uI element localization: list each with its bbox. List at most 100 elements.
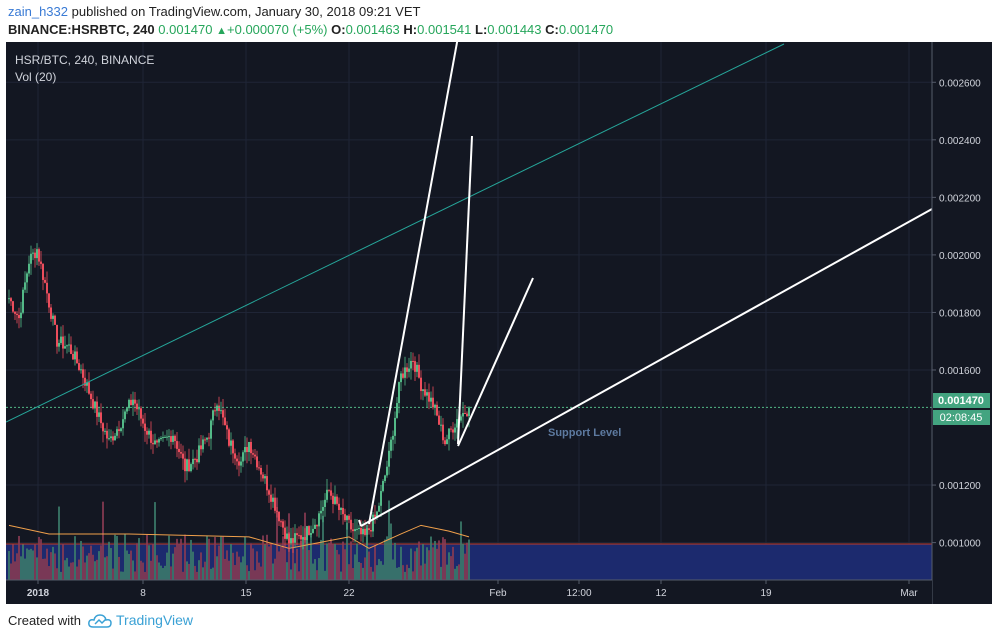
candle-body xyxy=(14,311,16,314)
candle-body xyxy=(274,497,276,511)
candle-body xyxy=(426,392,428,396)
time-axis[interactable] xyxy=(6,580,932,604)
volume-bar xyxy=(80,540,82,580)
fan-line-1[interactable] xyxy=(368,36,459,525)
candle-body xyxy=(174,435,176,442)
volume-bar xyxy=(372,571,374,580)
volume-bar xyxy=(236,551,238,580)
last-price-tag-text: 0.001470 xyxy=(938,395,984,407)
candle-body xyxy=(24,282,26,290)
candle-body xyxy=(320,510,322,514)
candle-body xyxy=(50,307,52,319)
volume-bar xyxy=(36,557,38,580)
volume-bar xyxy=(52,546,54,580)
volume-bar xyxy=(452,546,454,580)
price-axis[interactable] xyxy=(932,42,992,604)
time-tick-label: 2018 xyxy=(27,588,50,599)
volume-bars xyxy=(8,497,470,580)
candle-body xyxy=(58,342,60,347)
volume-ma-line xyxy=(8,524,470,549)
volume-bar xyxy=(238,556,240,580)
candles xyxy=(8,243,470,553)
tradingview-logo[interactable]: TradingView xyxy=(88,612,193,629)
candle-body xyxy=(306,526,308,541)
fan-line-2[interactable] xyxy=(457,135,473,445)
volume-bar xyxy=(166,552,168,580)
volume-bar xyxy=(260,566,262,580)
candle-body xyxy=(454,427,456,433)
volume-bar xyxy=(426,547,428,580)
volume-bar xyxy=(144,571,146,580)
volume-bar xyxy=(302,538,304,580)
candle-body xyxy=(272,497,274,502)
candle-body xyxy=(56,324,58,347)
volume-bar xyxy=(468,539,470,580)
candle-body xyxy=(380,491,382,506)
candle-body xyxy=(198,445,200,463)
volume-bar xyxy=(256,551,258,580)
time-tick-label: 8 xyxy=(140,588,146,599)
volume-bar xyxy=(428,550,430,580)
volume-bar xyxy=(402,565,404,580)
volume-bar xyxy=(44,558,46,580)
symbol-ohlc-line: BINANCE:HSRBTC, 240 0.001470 ▲+0.000070 … xyxy=(8,22,613,37)
high-value: 0.001541 xyxy=(417,22,472,37)
candle-body xyxy=(302,537,304,540)
candle-body xyxy=(438,415,440,425)
channel-trendline[interactable] xyxy=(5,43,785,423)
support-trendline[interactable] xyxy=(360,208,933,527)
volume-bar xyxy=(96,559,98,580)
volume-bar xyxy=(22,544,24,580)
candle-body xyxy=(394,417,396,436)
candle-body xyxy=(74,351,76,360)
volume-bar xyxy=(210,568,212,580)
candle-body xyxy=(242,452,244,462)
price-tick-label: 0.002600 xyxy=(939,78,981,89)
volume-bar xyxy=(404,571,406,580)
author-link[interactable]: zain_h332 xyxy=(8,4,68,19)
chart-footer: Created with TradingView xyxy=(0,604,1000,637)
close-label: C: xyxy=(545,22,559,37)
chart-area[interactable]: Support Level HSR/BTC, 240, BINANCE Vol … xyxy=(5,36,992,604)
volume-bar xyxy=(232,552,234,580)
volume-bar xyxy=(348,564,350,580)
candle-body xyxy=(376,511,378,517)
volume-bar xyxy=(456,566,458,580)
candle-body xyxy=(204,439,206,441)
volume-bar xyxy=(128,553,130,580)
candle-body xyxy=(80,369,82,371)
volume-bar xyxy=(464,553,466,580)
volume-bar xyxy=(400,546,402,580)
candle-body xyxy=(110,436,112,439)
candle-body xyxy=(72,353,74,360)
candle-body xyxy=(214,410,216,412)
volume-bar xyxy=(278,551,280,580)
candle-body xyxy=(224,417,226,426)
candle-body xyxy=(424,389,426,396)
volume-bar xyxy=(246,565,248,580)
candle-body xyxy=(316,524,318,527)
last-price: 0.001470 xyxy=(158,22,213,37)
support-vertical-tick[interactable] xyxy=(358,519,362,527)
trend-drawings[interactable] xyxy=(5,36,933,527)
candle-body xyxy=(370,530,372,532)
volume-bar xyxy=(176,538,178,580)
volume-bar xyxy=(386,536,388,580)
volume-bar xyxy=(38,536,40,580)
price-chart[interactable]: Support Level HSR/BTC, 240, BINANCE Vol … xyxy=(5,36,992,604)
volume-bar xyxy=(234,565,236,580)
candle-body xyxy=(206,437,208,440)
candle-body xyxy=(366,528,368,535)
volume-bar xyxy=(58,506,60,580)
candle-body xyxy=(84,377,86,386)
candle-body xyxy=(308,526,310,536)
volume-bar xyxy=(86,555,88,580)
candle-body xyxy=(82,369,84,378)
candle-body xyxy=(326,489,328,500)
fan-line-3[interactable] xyxy=(457,277,534,447)
candle-body xyxy=(402,373,404,378)
volume-bar xyxy=(164,565,166,580)
candle-body xyxy=(254,454,256,457)
candle-body xyxy=(450,428,452,430)
price-tick-label: 0.002200 xyxy=(939,193,981,204)
